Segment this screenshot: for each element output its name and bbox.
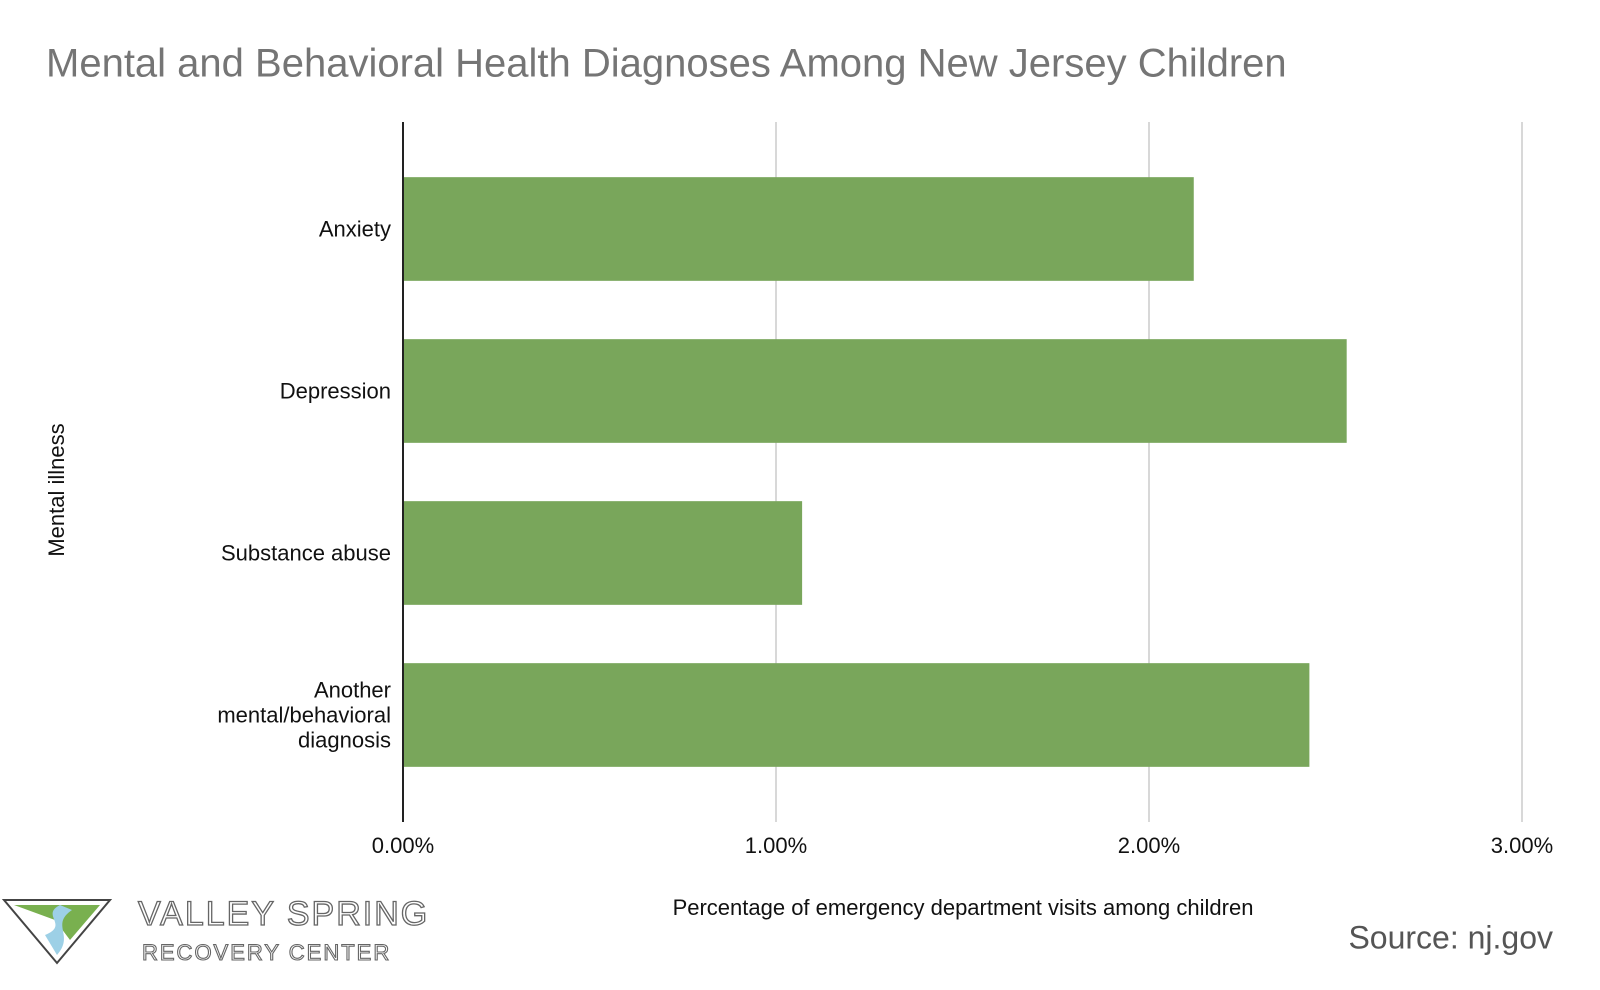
x-tick-label: 1.00% (745, 833, 807, 858)
y-tick-label: Anxiety (318, 216, 391, 242)
logo-river (45, 905, 72, 955)
bar (403, 177, 1194, 281)
source: Source: nj.gov (1348, 919, 1553, 955)
x-tick-label: 2.00% (1118, 833, 1180, 858)
logo-text: VALLEY SPRING (138, 895, 429, 933)
bar (403, 339, 1347, 443)
bar (403, 501, 803, 605)
y-axis-title: Mental illness (44, 423, 69, 556)
y-tick-label: Another mental/behavioral diagnosis (217, 677, 391, 753)
y-tick-label: Depression (279, 378, 391, 404)
x-tick-label: 3.00% (1491, 833, 1553, 858)
chart-title: Mental and Behavioral Health Diagnoses A… (46, 42, 1287, 86)
y-tick-label: Substance abuse (220, 540, 391, 566)
x-tick-label: 0.00% (372, 833, 434, 858)
bar (403, 663, 1310, 767)
logo (1, 899, 113, 965)
logo-subtext: RECOVERY CENTER (142, 940, 391, 965)
x-axis-title: Percentage of emergency department visit… (673, 895, 1254, 920)
